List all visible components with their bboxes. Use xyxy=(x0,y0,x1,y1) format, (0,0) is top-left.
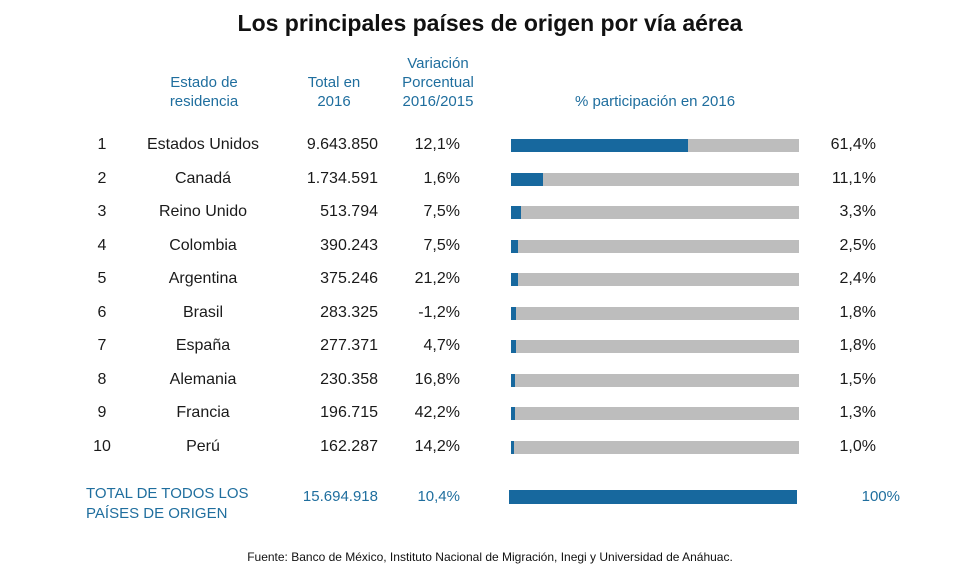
rank-cell: 7 xyxy=(97,337,107,354)
country-cell: Argentina xyxy=(168,270,238,287)
share-bar-track xyxy=(511,407,799,420)
country-cell: Perú xyxy=(186,437,220,455)
share-bar xyxy=(511,407,515,420)
variation-cell: 4,7% xyxy=(423,337,460,354)
country-cell: Reino Unido xyxy=(158,203,248,220)
total-cell: 375.246 xyxy=(320,270,378,287)
table-row: 1 Estados Unidos 9.643.850 12,1% 61,4% xyxy=(0,132,980,158)
share-bar xyxy=(511,340,517,353)
total-cell: 1.734.591 xyxy=(306,169,378,187)
share-bar-track xyxy=(511,273,799,286)
share-bar xyxy=(511,139,688,152)
source-note: Fuente: Banco de México, Instituto Nacio… xyxy=(247,550,733,564)
header-share: % participación en 2016 xyxy=(574,93,736,110)
variation-cell: 7,5% xyxy=(423,203,460,220)
country-cell: Alemania xyxy=(169,370,237,388)
share-bar-track xyxy=(511,340,799,353)
total-cell: 390.243 xyxy=(320,236,378,254)
table-row: 9 Francia 196.715 42,2% 1,3% xyxy=(0,400,980,426)
share-bar-track xyxy=(511,239,799,253)
share-label: 3,3% xyxy=(839,203,876,220)
share-label: 2,4% xyxy=(839,270,876,287)
total-label: TOTAL DE TODOS LOS PAÍSES DE ORIGEN xyxy=(86,485,249,522)
rank-cell: 9 xyxy=(97,404,107,421)
share-label: 1,0% xyxy=(839,437,876,455)
rank-cell: 8 xyxy=(97,370,107,388)
share-bar xyxy=(511,306,517,320)
table-row: 5 Argentina 375.246 21,2% 2,4% xyxy=(0,266,980,292)
rank-cell: 6 xyxy=(97,303,107,321)
total-cell: 283.325 xyxy=(320,303,378,321)
table-row: 6 Brasil 283.325 -1,2% 1,8% xyxy=(0,300,980,326)
share-label: 1,8% xyxy=(839,337,876,354)
variation-cell: 21,2% xyxy=(414,270,460,287)
share-label: 2,5% xyxy=(839,236,876,254)
variation-cell: 16,8% xyxy=(414,370,460,388)
rank-cell: 2 xyxy=(97,169,107,187)
total-cell: 162.287 xyxy=(320,437,378,455)
country-cell: Francia xyxy=(176,404,230,421)
rank-cell: 1 xyxy=(97,136,107,153)
total-value: 15.694.918 xyxy=(302,488,378,505)
country-cell: Estados Unidos xyxy=(146,136,260,153)
rank-cell: 5 xyxy=(97,270,107,287)
share-label: 1,5% xyxy=(839,370,876,388)
country-cell: Canadá xyxy=(174,169,232,187)
table-row: 3 Reino Unido 513.794 7,5% 3,3% xyxy=(0,199,980,225)
share-bar-track xyxy=(511,440,799,454)
share-bar-track xyxy=(511,139,799,152)
share-bar xyxy=(511,273,518,286)
share-bar-track xyxy=(511,373,799,387)
variation-cell: 7,5% xyxy=(423,236,460,254)
share-bar xyxy=(511,172,543,186)
rank-cell: 3 xyxy=(97,203,107,220)
share-bar-track xyxy=(511,206,799,219)
share-bar-track xyxy=(511,172,799,186)
country-cell: Brasil xyxy=(182,303,223,321)
share-label: 1,3% xyxy=(839,404,876,421)
share-bar xyxy=(511,239,519,253)
header-total: Total en 2016 xyxy=(307,74,361,110)
table-row: 10 Perú 162.287 14,2% 1,0% xyxy=(0,434,980,460)
variation-cell: 1,6% xyxy=(423,169,460,187)
variation-cell: -1,2% xyxy=(418,303,460,321)
share-label: 1,8% xyxy=(839,303,876,321)
variation-cell: 42,2% xyxy=(414,404,460,421)
share-bar-track xyxy=(511,306,799,320)
share-bar xyxy=(511,206,521,219)
rank-cell: 10 xyxy=(93,437,111,455)
country-cell: España xyxy=(175,337,231,354)
share-label: 11,1% xyxy=(831,169,876,187)
total-cell: 9.643.850 xyxy=(306,136,378,153)
table-row: 7 España 277.371 4,7% 1,8% xyxy=(0,333,980,359)
rank-cell: 4 xyxy=(97,236,107,254)
table-row: 8 Alemania 230.358 16,8% 1,5% xyxy=(0,367,980,393)
variation-cell: 12,1% xyxy=(414,136,460,153)
share-bar xyxy=(511,440,514,454)
country-cell: Colombia xyxy=(169,236,237,254)
total-cell: 230.358 xyxy=(320,370,378,388)
total-cell: 513.794 xyxy=(320,203,378,220)
share-bar xyxy=(511,373,516,387)
header-variation: Variación Porcentual 2016/2015 xyxy=(402,55,474,110)
table-row: 2 Canadá 1.734.591 1,6% 11,1% xyxy=(0,166,980,192)
total-cell: 196.715 xyxy=(320,404,378,421)
chart-title: Los principales países de origen por vía… xyxy=(237,10,743,36)
table-row: 4 Colombia 390.243 7,5% 2,5% xyxy=(0,233,980,259)
header-country: Estado de residencia xyxy=(169,74,239,110)
variation-cell: 14,2% xyxy=(414,437,460,455)
total-cell: 277.371 xyxy=(320,337,378,354)
total-share-bar xyxy=(509,490,797,504)
share-label: 61,4% xyxy=(830,136,876,153)
total-share-label: 100% xyxy=(861,488,900,505)
total-variation: 10,4% xyxy=(417,488,460,505)
